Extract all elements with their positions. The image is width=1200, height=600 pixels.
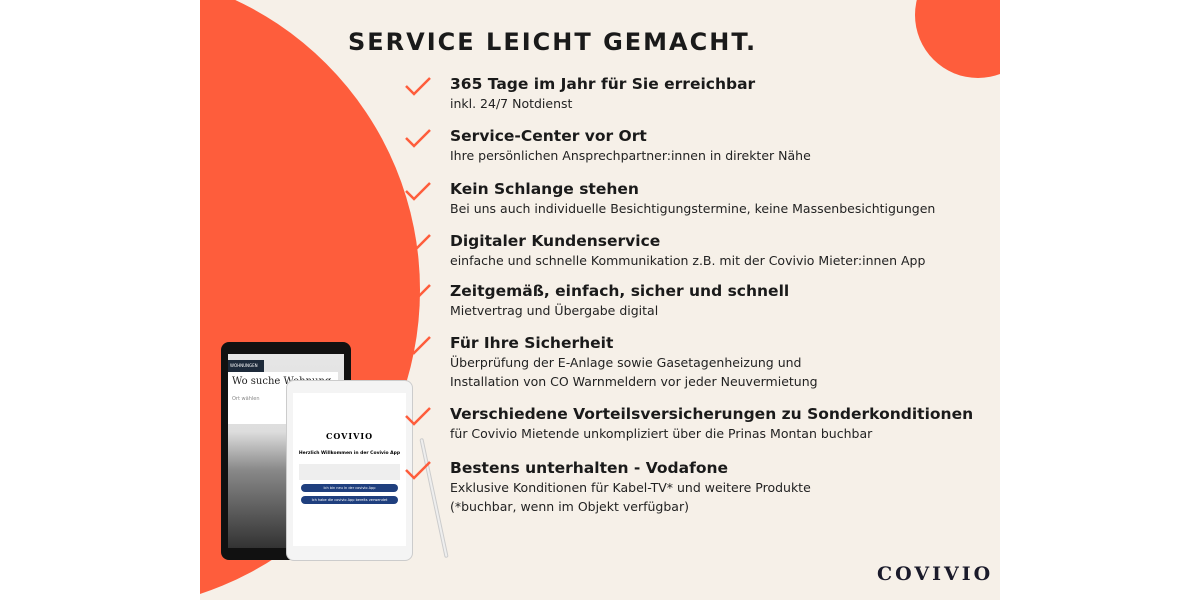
- feature-heading: Für Ihre Sicherheit: [450, 334, 614, 352]
- feature-description: Ihre persönlichen Ansprechpartner:innen …: [450, 148, 811, 163]
- check-icon: [405, 461, 431, 480]
- feature-item: Kein Schlange stehen Bei uns auch individ…: [405, 179, 990, 218]
- check-icon: [405, 182, 431, 201]
- feature-description: inkl. 24/7 Notdienst: [450, 96, 573, 111]
- feature-heading: Kein Schlange stehen: [450, 180, 639, 198]
- check-icon: [405, 234, 431, 253]
- check-icon: [405, 77, 431, 96]
- feature-heading: 365 Tage im Jahr für Sie erreichbar: [450, 75, 756, 93]
- page-title: SERVICE LEICHT GEMACHT.: [348, 28, 758, 56]
- decor-circle-top-right: [915, 0, 1000, 78]
- tablet-headline: Wo suche Wohnung: [232, 376, 332, 387]
- tablet-front: COVIVIO Herzlich Willkommen in der Coviv…: [286, 380, 413, 561]
- feature-description: Exklusive Konditionen für Kabel-TV* und …: [450, 480, 811, 495]
- check-icon: [405, 284, 431, 303]
- promo-canvas: WOHNUNGEN Wo suche Wohnung Ort wählen COV…: [200, 0, 1000, 600]
- tablet-button: Ich bin neu in der covivio App: [301, 484, 398, 492]
- tablet-front-screen: COVIVIO Herzlich Willkommen in der Coviv…: [293, 393, 406, 546]
- feature-item: 365 Tage im Jahr für Sie erreichbar inkl.…: [405, 74, 990, 113]
- feature-description: Mietvertrag und Übergabe digital: [450, 303, 659, 318]
- tablet-button: Ich habe die covivio App bereits verwend…: [301, 496, 398, 504]
- check-icon: [405, 407, 431, 426]
- feature-heading: Digitaler Kundenservice: [450, 232, 661, 250]
- feature-item: Digitaler Kundenservice einfache und schn…: [405, 231, 990, 270]
- feature-heading: Bestens unterhalten - Vodafone: [450, 459, 729, 477]
- feature-item: Zeitgemäß, einfach, sicher und schnell Mi…: [405, 281, 990, 320]
- feature-heading: Verschiedene Vorteilsversicherungen zu S…: [450, 405, 974, 423]
- feature-item: Bestens unterhalten - Vodafone Exklusive …: [405, 458, 990, 516]
- tablet-field: Ort wählen: [232, 396, 260, 402]
- check-icon: [405, 336, 431, 355]
- feature-description: Installation von CO Warnmeldern vor jede…: [450, 374, 818, 389]
- feature-heading: Service-Center vor Ort: [450, 127, 647, 145]
- feature-description: Bei uns auch individuelle Besichtigungst…: [450, 201, 936, 216]
- feature-description: für Covivio Mietende unkompliziert über …: [450, 426, 873, 441]
- feature-item: Verschiedene Vorteilsversicherungen zu S…: [405, 404, 990, 443]
- tablet-welcome: Herzlich Willkommen in der Covivio App: [298, 451, 401, 456]
- feature-description: einfache und schnelle Kommunikation z.B.…: [450, 253, 926, 268]
- feature-item: Für Ihre Sicherheit Überprüfung der E-Anl…: [405, 333, 990, 391]
- feature-heading: Zeitgemäß, einfach, sicher und schnell: [450, 282, 790, 300]
- covivio-logo: COVIVIO: [877, 563, 994, 585]
- feature-item: Service-Center vor Ort Ihre persönlichen …: [405, 126, 990, 165]
- stylus: [419, 437, 449, 559]
- check-icon: [405, 129, 431, 148]
- tablet-nav-tab: WOHNUNGEN: [228, 360, 264, 372]
- feature-description: (*buchbar, wenn im Objekt verfügbar): [450, 499, 689, 514]
- tablet-body-text-placeholder: [299, 464, 400, 480]
- feature-description: Überprüfung der E-Anlage sowie Gasetagen…: [450, 355, 802, 370]
- tablet-logo: COVIVIO: [325, 431, 374, 441]
